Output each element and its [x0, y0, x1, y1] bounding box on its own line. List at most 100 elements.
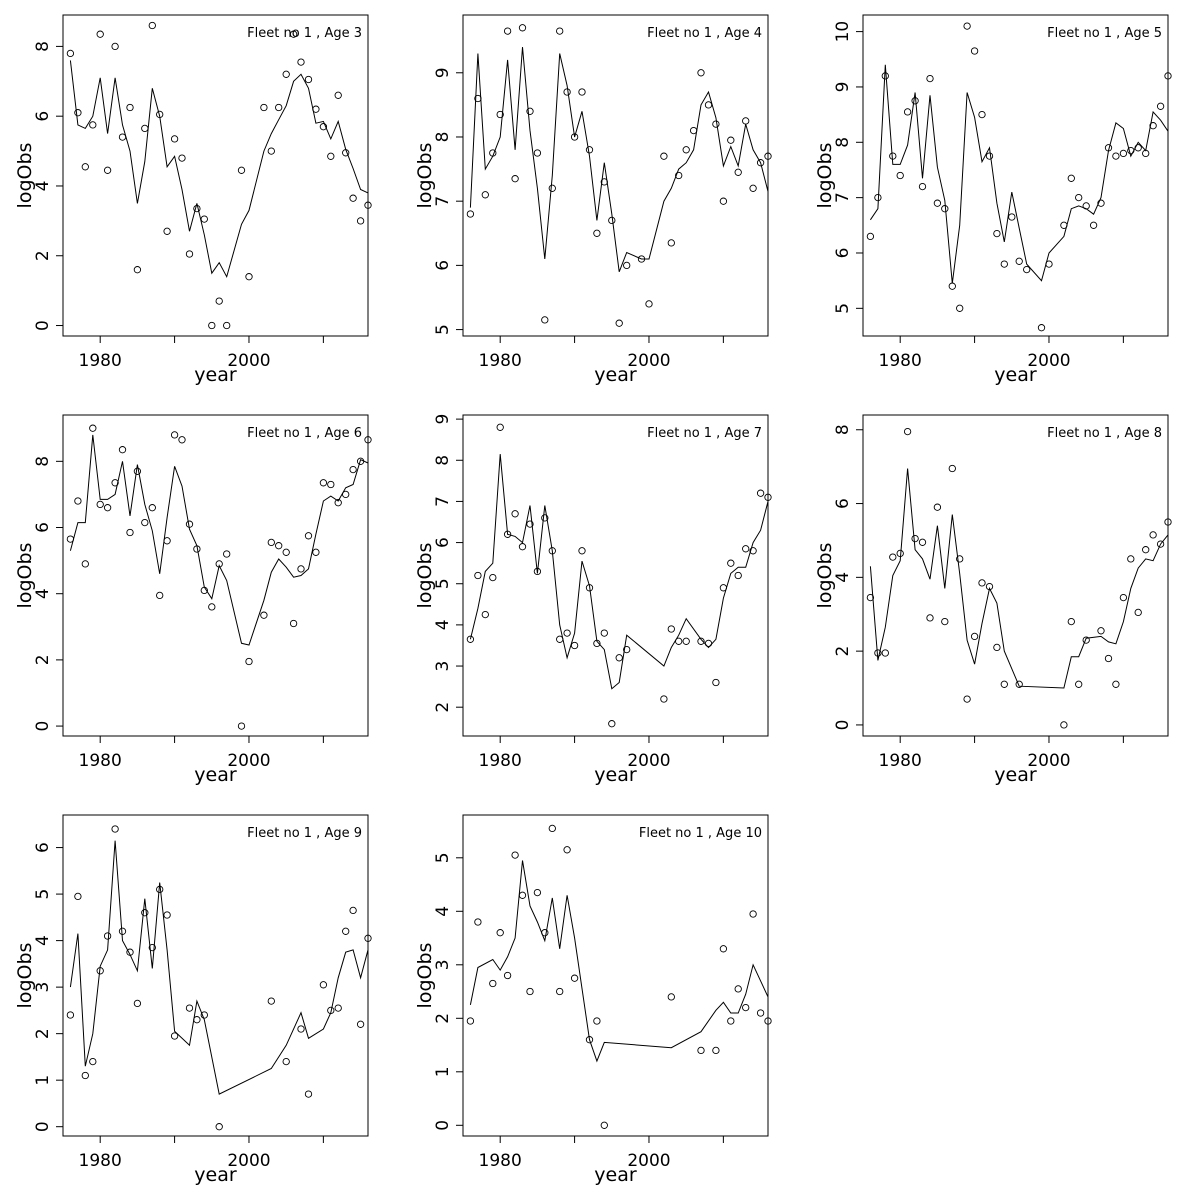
- observed-point: [749, 184, 757, 192]
- observed-point: [89, 424, 97, 432]
- y-tick-label: 8: [433, 455, 453, 466]
- observed-point: [349, 194, 357, 202]
- observed-point: [1142, 546, 1150, 554]
- observed-point: [956, 304, 964, 312]
- observed-point: [334, 499, 342, 507]
- x-tick-label: 2000: [227, 351, 270, 371]
- observed-point: [481, 191, 489, 199]
- y-tick-label: 6: [833, 498, 853, 509]
- y-tick-label: 8: [433, 132, 453, 143]
- fitted-line: [869, 64, 1169, 284]
- observed-point: [304, 1090, 313, 1098]
- observed-point: [918, 182, 927, 191]
- observed-point: [727, 1017, 735, 1025]
- observed-point: [342, 927, 350, 935]
- y-axis-label: logObs: [414, 143, 436, 209]
- observed-point: [541, 514, 549, 522]
- observed-point: [74, 892, 82, 901]
- observed-point: [81, 163, 89, 171]
- plot-frame: [462, 814, 769, 1137]
- observed-point: [118, 446, 127, 454]
- x-tick-label: 2000: [627, 1151, 670, 1171]
- observed-point: [742, 117, 750, 125]
- x-tick-label: 1980: [79, 751, 122, 771]
- observed-point: [267, 147, 275, 155]
- observed-point: [712, 1046, 720, 1055]
- y-tick-label: 2: [833, 646, 853, 657]
- observed-point: [481, 610, 489, 619]
- observed-point: [985, 152, 994, 160]
- y-tick-label: 7: [433, 496, 453, 507]
- y-tick-label: 4: [33, 588, 53, 599]
- y-axis-label: logObs: [814, 543, 836, 609]
- plot-frame: [862, 14, 1169, 337]
- observed-point: [948, 282, 956, 290]
- chart-panel: 1980 2000 5 6 7 8 9 year logObs Fleet no 1 , Age …: [414, 14, 772, 386]
- observed-point: [518, 891, 527, 899]
- x-tick-label: 1980: [479, 751, 522, 771]
- observed-point: [742, 1003, 750, 1012]
- x-tick-label: 2000: [1027, 751, 1070, 771]
- observed-point: [163, 537, 171, 545]
- observed-point: [978, 579, 986, 587]
- observed-point: [1104, 654, 1113, 663]
- x-axis-label: year: [194, 1164, 237, 1186]
- observed-point: [489, 573, 497, 582]
- observed-point: [334, 1004, 342, 1012]
- observed-point: [608, 720, 616, 728]
- y-tick-label: 10: [833, 21, 853, 43]
- observed-point: [911, 534, 919, 543]
- y-tick-label: 0: [833, 720, 853, 731]
- observed-point: [126, 528, 134, 537]
- observed-point: [282, 1057, 290, 1066]
- observed-point: [963, 695, 971, 703]
- observed-point: [526, 107, 534, 115]
- observed-point: [267, 997, 275, 1005]
- panel-title: Fleet no 1 , Age 3: [247, 26, 362, 41]
- observed-point: [141, 124, 149, 133]
- y-tick-label: 6: [33, 842, 53, 853]
- observed-point: [74, 497, 82, 505]
- observed-point: [645, 300, 653, 308]
- observed-point: [103, 504, 112, 512]
- observed-point: [1134, 608, 1142, 617]
- observed-point: [712, 120, 720, 128]
- y-axis-label: logObs: [414, 543, 436, 609]
- observed-point: [141, 518, 149, 527]
- y-tick-label: 1: [433, 1066, 453, 1077]
- observed-point: [327, 480, 335, 489]
- observed-point: [948, 464, 956, 473]
- observed-point: [267, 538, 275, 547]
- observed-point: [563, 629, 571, 637]
- observed-point: [133, 999, 142, 1008]
- y-tick-label: 5: [433, 578, 453, 589]
- observed-point: [511, 175, 519, 183]
- observed-point: [918, 538, 927, 546]
- observed-point: [289, 30, 298, 38]
- x-tick-label: 1980: [479, 351, 522, 371]
- observed-point: [533, 149, 542, 157]
- y-tick-label: 6: [33, 111, 53, 122]
- chart-panel: 1980 2000 0 2 4 6 8 year logObs Fleet no 1 , Age …: [814, 414, 1172, 786]
- observed-point: [170, 431, 179, 439]
- observed-point: [200, 215, 208, 223]
- observed-point: [615, 654, 623, 662]
- plot-frame: [62, 814, 369, 1137]
- y-tick-label: 2: [33, 250, 53, 261]
- observed-point: [349, 906, 357, 915]
- observed-point: [111, 825, 119, 833]
- observed-point: [526, 520, 534, 528]
- y-tick-label: 2: [33, 654, 53, 665]
- x-axis-label: year: [594, 1164, 637, 1186]
- observed-point: [734, 985, 742, 993]
- observed-point: [1119, 149, 1128, 158]
- panel-title: Fleet no 1 , Age 10: [639, 826, 762, 841]
- y-tick-label: 2: [433, 1013, 453, 1024]
- observed-point: [489, 979, 497, 988]
- observed-point: [237, 166, 246, 174]
- x-tick-label: 2000: [627, 751, 670, 771]
- y-tick-label: 9: [833, 82, 853, 93]
- y-tick-label: 0: [33, 721, 53, 732]
- observed-point: [163, 911, 171, 919]
